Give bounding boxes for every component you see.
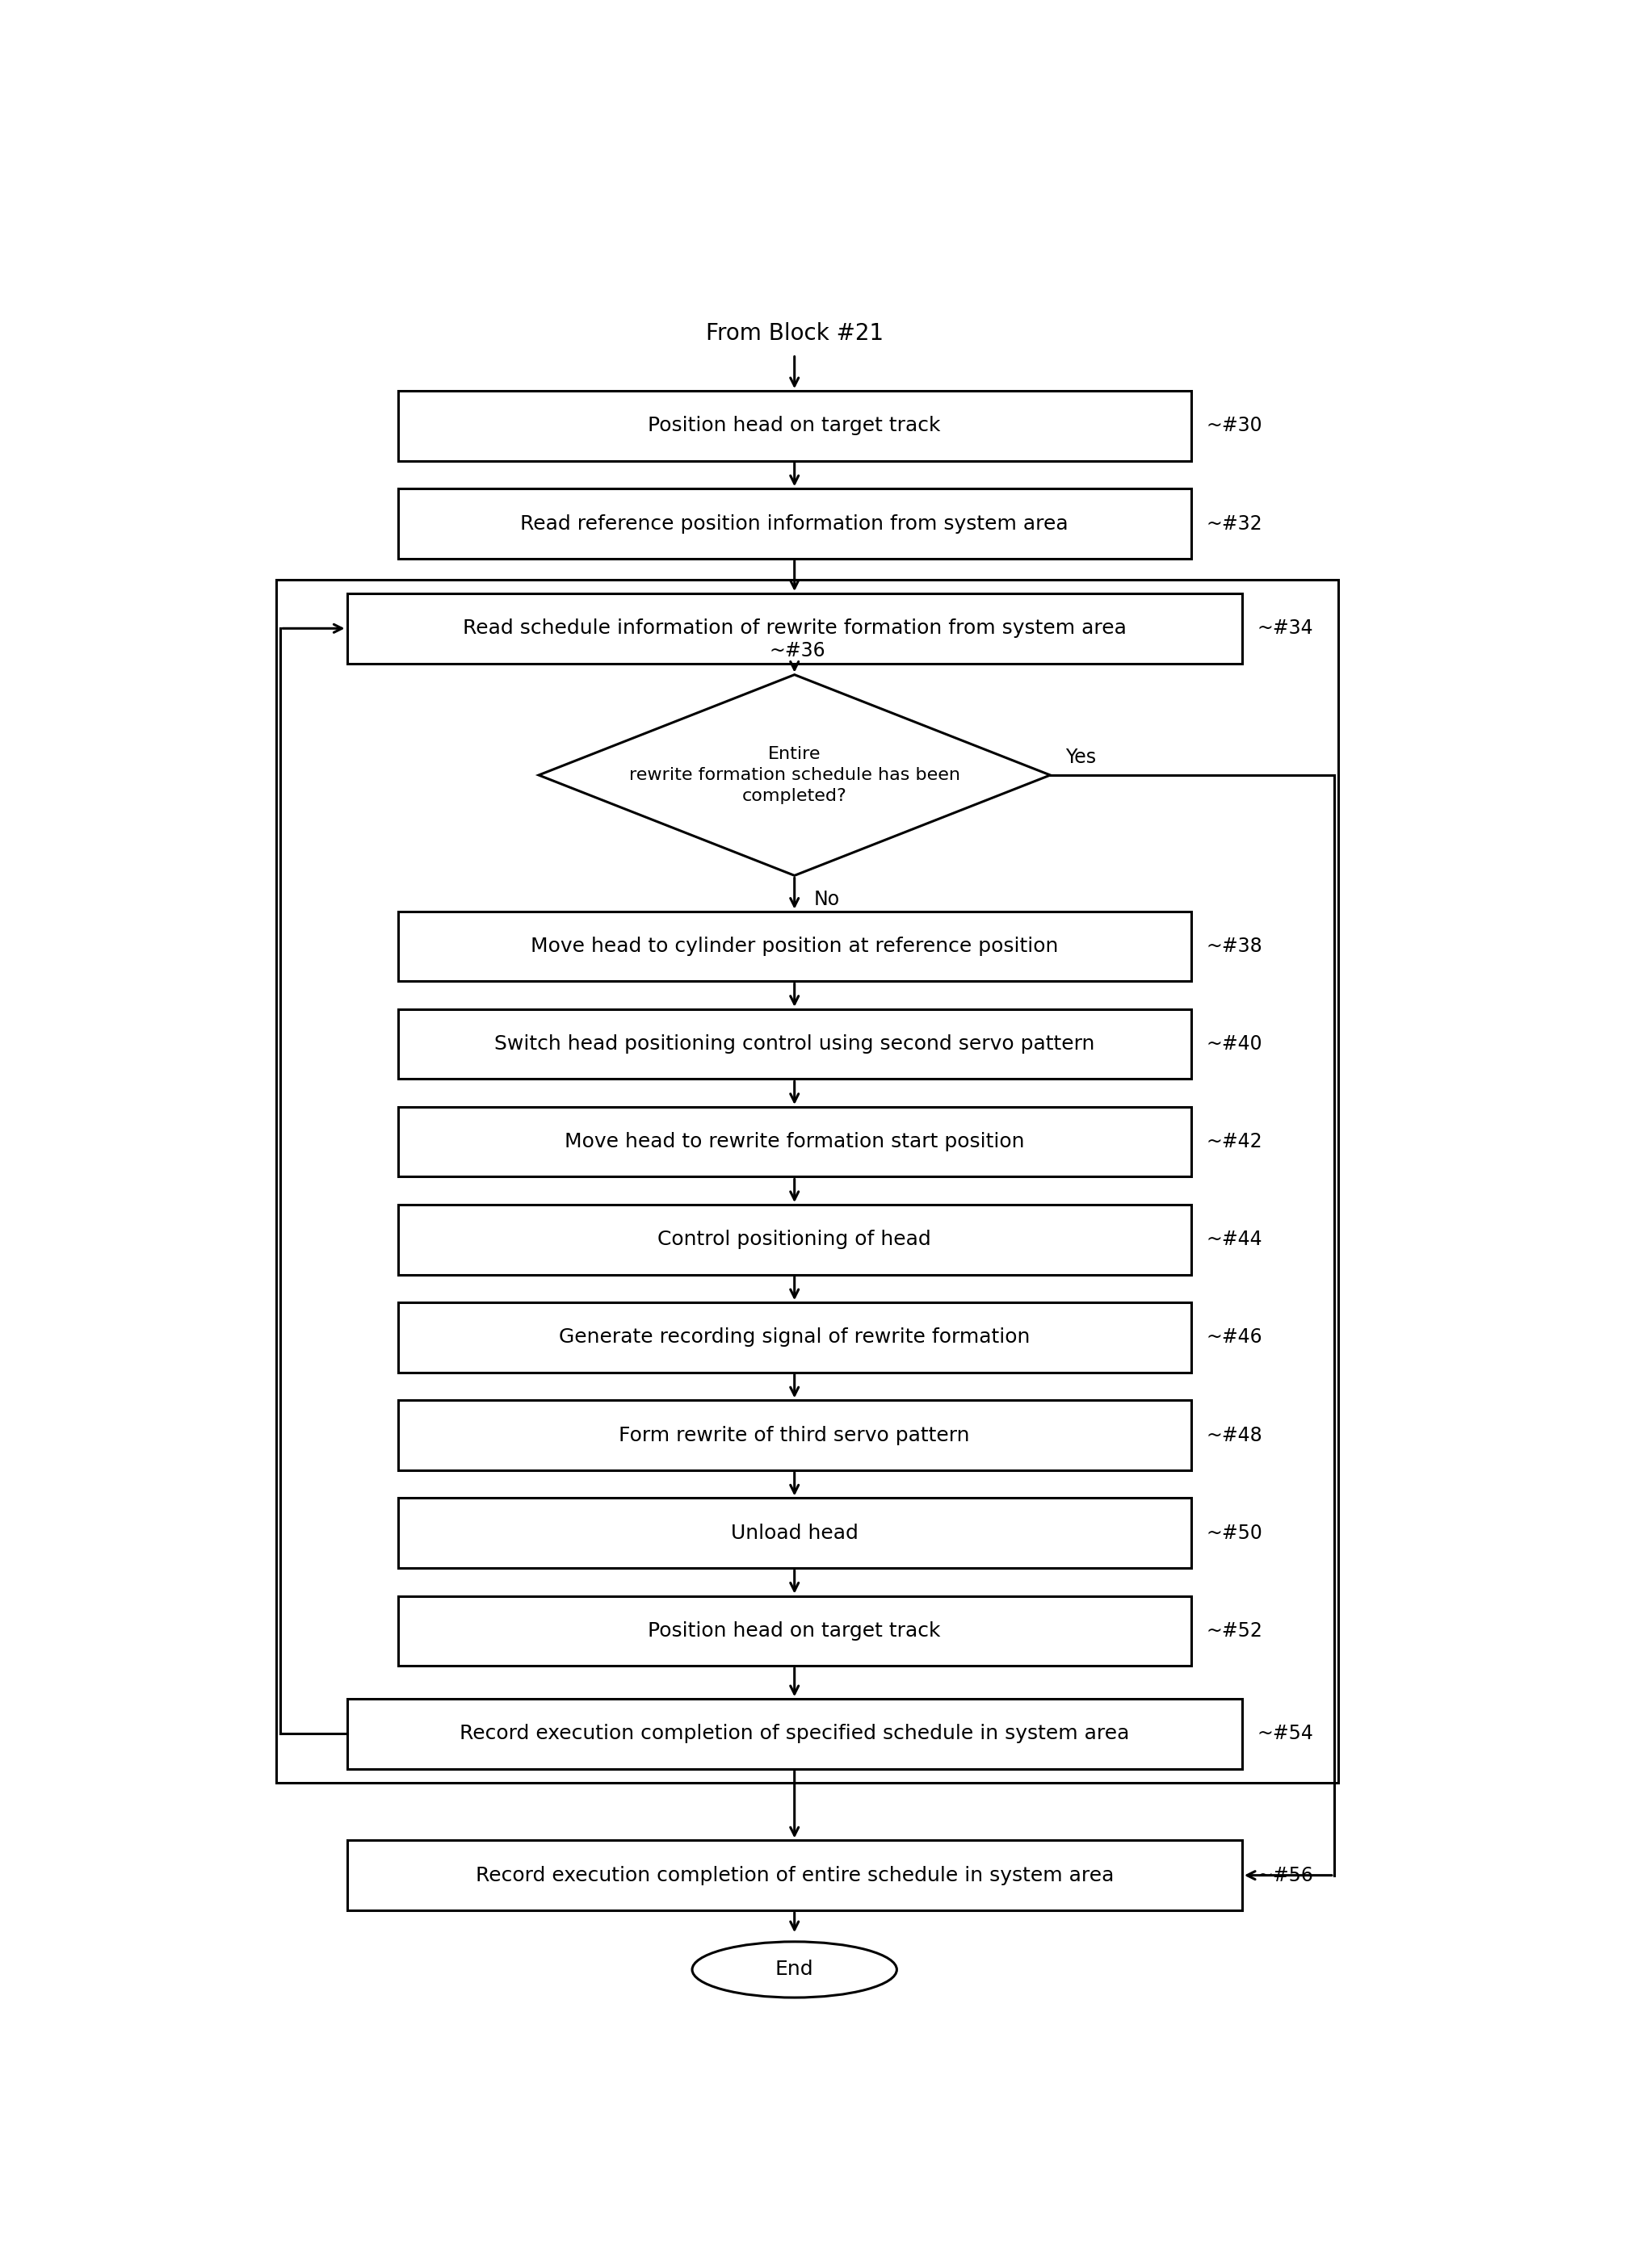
Text: ~#46: ~#46 <box>1206 1327 1262 1347</box>
FancyBboxPatch shape <box>398 1597 1191 1665</box>
Text: Position head on target track: Position head on target track <box>648 1622 940 1640</box>
FancyBboxPatch shape <box>398 390 1191 460</box>
Text: ~#48: ~#48 <box>1206 1427 1262 1445</box>
Text: ~#36: ~#36 <box>769 642 825 660</box>
Text: Form rewrite of third servo pattern: Form rewrite of third servo pattern <box>619 1427 970 1445</box>
Text: Entire
rewrite formation schedule has been
completed?: Entire rewrite formation schedule has be… <box>629 746 960 805</box>
FancyBboxPatch shape <box>346 1699 1242 1769</box>
FancyBboxPatch shape <box>398 488 1191 558</box>
FancyBboxPatch shape <box>346 1839 1242 1910</box>
Text: ~#34: ~#34 <box>1257 619 1313 637</box>
FancyBboxPatch shape <box>398 1399 1191 1470</box>
Text: ~#30: ~#30 <box>1206 415 1262 435</box>
Text: Read reference position information from system area: Read reference position information from… <box>520 515 1069 533</box>
Ellipse shape <box>693 1941 898 1998</box>
Text: Control positioning of head: Control positioning of head <box>658 1229 931 1250</box>
FancyBboxPatch shape <box>398 1499 1191 1567</box>
Text: ~#56: ~#56 <box>1257 1867 1313 1885</box>
FancyBboxPatch shape <box>398 1107 1191 1177</box>
FancyBboxPatch shape <box>398 1204 1191 1275</box>
Text: Generate recording signal of rewrite formation: Generate recording signal of rewrite for… <box>559 1327 1030 1347</box>
Text: End: End <box>775 1960 813 1980</box>
Text: ~#38: ~#38 <box>1206 937 1262 955</box>
Text: Move head to cylinder position at reference position: Move head to cylinder position at refere… <box>531 937 1058 955</box>
Text: Move head to rewrite formation start position: Move head to rewrite formation start pos… <box>564 1132 1025 1152</box>
Polygon shape <box>540 674 1051 875</box>
Text: ~#54: ~#54 <box>1257 1724 1313 1744</box>
Text: Switch head positioning control using second servo pattern: Switch head positioning control using se… <box>495 1034 1094 1055</box>
Text: No: No <box>813 889 840 909</box>
Text: Read schedule information of rewrite formation from system area: Read schedule information of rewrite for… <box>462 619 1127 637</box>
Text: ~#44: ~#44 <box>1206 1229 1262 1250</box>
FancyBboxPatch shape <box>398 1302 1191 1372</box>
Text: ~#52: ~#52 <box>1206 1622 1262 1640</box>
Text: ~#32: ~#32 <box>1206 515 1262 533</box>
Text: Position head on target track: Position head on target track <box>648 415 940 435</box>
Text: From Block #21: From Block #21 <box>706 322 883 345</box>
Text: ~#42: ~#42 <box>1206 1132 1262 1152</box>
Text: ~#40: ~#40 <box>1206 1034 1262 1055</box>
FancyBboxPatch shape <box>398 912 1191 982</box>
Text: ~#50: ~#50 <box>1206 1524 1262 1542</box>
FancyBboxPatch shape <box>346 594 1242 662</box>
FancyBboxPatch shape <box>398 1009 1191 1080</box>
Text: Record execution completion of specified schedule in system area: Record execution completion of specified… <box>460 1724 1129 1744</box>
Text: Yes: Yes <box>1066 748 1096 767</box>
Text: Record execution completion of entire schedule in system area: Record execution completion of entire sc… <box>475 1867 1114 1885</box>
Text: Unload head: Unload head <box>731 1524 858 1542</box>
